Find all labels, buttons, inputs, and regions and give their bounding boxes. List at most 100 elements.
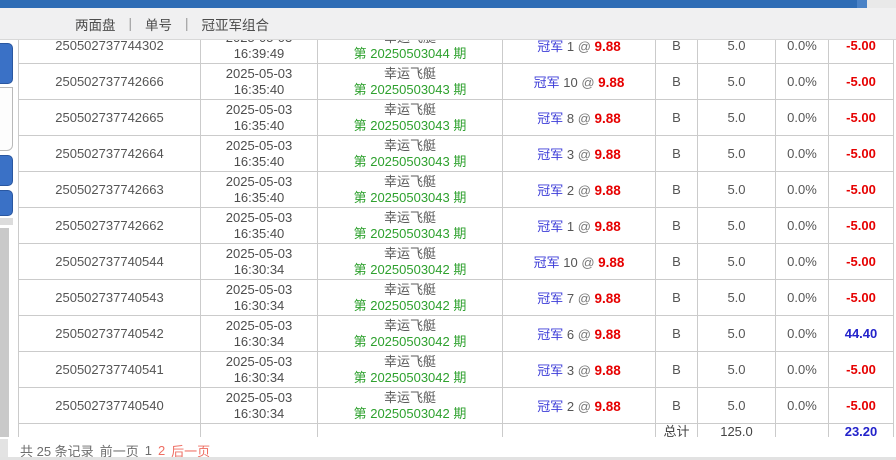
scrollbar-thumb[interactable] <box>0 228 9 437</box>
pagination-bar: 共 25 条记录 前一页 1 2 后一页 <box>20 441 210 460</box>
amount-cell: 5.0 <box>697 387 776 424</box>
bet-number: 1 <box>566 219 575 234</box>
top-accent-bar-blue <box>0 0 857 8</box>
page-2-link[interactable]: 2 <box>157 443 166 458</box>
sidebar-game-button[interactable] <box>0 43 13 84</box>
result-cell: 44.40 <box>828 315 894 352</box>
game-name: 幸运飞艇 <box>383 389 436 405</box>
bet-time: 16:30:34 <box>233 333 285 349</box>
game-cell: 幸运飞艇 第 20250503043 期 <box>317 63 503 100</box>
bet-time: 16:35:40 <box>233 117 285 133</box>
bet-number: 2 <box>566 399 575 414</box>
sidebar-divider <box>0 218 13 225</box>
bet-date: 2025-05-03 <box>225 65 293 81</box>
order-id-cell: 250502737744302 <box>18 40 201 64</box>
bet-content-cell: 冠军 2 @ 9.88 <box>502 171 656 208</box>
amount-cell: 5.0 <box>697 171 776 208</box>
bet-number: 2 <box>566 183 575 198</box>
tab-separator: | <box>128 16 133 31</box>
game-name: 幸运飞艇 <box>318 40 502 46</box>
sidebar-game-button[interactable] <box>0 155 13 186</box>
tab-champion-runnerup-combo[interactable]: 冠亚军组合 <box>201 17 270 33</box>
order-id-cell: 250502737740542 <box>18 315 201 352</box>
tab-separator: | <box>185 16 189 31</box>
amount-cell: 5.0 <box>697 207 776 244</box>
bet-type-cell: B <box>655 99 698 136</box>
percent-cell: 0.0% <box>775 315 829 352</box>
sidebar-game-button[interactable] <box>0 190 13 216</box>
game-cell: 幸运飞艇 第 20250503043 期 <box>317 135 503 172</box>
empty-cell <box>502 423 656 437</box>
percent-cell: 0.0% <box>775 99 829 136</box>
game-cell: 幸运飞艇 第 20250503042 期 <box>317 279 503 316</box>
game-name: 幸运飞艇 <box>383 65 436 81</box>
percent-cell: 0.0% <box>775 243 829 280</box>
sidebar-panel <box>0 87 13 151</box>
bet-number: 1 <box>566 40 575 54</box>
bet-time: 16:30:34 <box>233 297 285 313</box>
order-id-cell: 250502737742664 <box>18 135 201 172</box>
period-label: 第 20250503043 期 <box>353 225 467 241</box>
result-cell: -5.00 <box>828 279 894 316</box>
game-name: 幸运飞艇 <box>383 101 436 117</box>
order-id-cell: 250502737740541 <box>18 351 201 388</box>
table-row: 250502737740544 2025-05-03 16:30:34 幸运飞艇… <box>18 243 894 280</box>
bet-time: 16:35:40 <box>233 81 285 97</box>
bet-type-cell: B <box>655 315 698 352</box>
order-id-cell: 250502737740544 <box>18 243 201 280</box>
bet-position: 冠军 <box>537 363 564 378</box>
result-cell: -5.00 <box>828 387 894 424</box>
bet-date: 2025-05-03 <box>225 245 293 261</box>
bet-type-cell: B <box>655 387 698 424</box>
tab-two-sides[interactable]: 两面盘 <box>75 17 116 33</box>
game-cell: 幸运飞艇 第 20250503043 期 <box>317 207 503 244</box>
table-row: 250502737740542 2025-05-03 16:30:34 幸运飞艇… <box>18 315 894 352</box>
bet-type-cell: B <box>655 63 698 100</box>
bet-odds: 9.88 <box>594 111 621 126</box>
at-symbol: @ <box>581 255 595 270</box>
bet-content-cell: 冠军 2 @ 9.88 <box>502 387 656 424</box>
result-cell: -5.00 <box>828 63 894 100</box>
bet-content-cell: 冠军 10 @ 9.88 <box>502 243 656 280</box>
table-row: 250502737744302 2025-05-03 16:39:49 幸运飞艇… <box>18 40 894 64</box>
prev-page-link[interactable]: 前一页 <box>99 444 139 459</box>
time-cell: 2025-05-03 16:30:34 <box>200 387 318 424</box>
amount-cell: 5.0 <box>697 135 776 172</box>
bet-position: 冠军 <box>537 219 564 234</box>
at-symbol: @ <box>577 327 591 342</box>
percent-cell: 0.0% <box>775 351 829 388</box>
bet-type-cell: B <box>655 351 698 388</box>
bet-odds: 9.88 <box>594 363 621 378</box>
table-row: 250502737740541 2025-05-03 16:30:34 幸运飞艇… <box>18 351 894 388</box>
amount-cell: 5.0 <box>697 99 776 136</box>
bottom-border-strip <box>0 457 896 460</box>
bet-odds: 9.88 <box>598 255 625 270</box>
game-name: 幸运飞艇 <box>383 173 436 189</box>
bet-odds: 9.88 <box>594 291 621 306</box>
period-label: 第 20250503042 期 <box>353 297 467 313</box>
bet-position: 冠军 <box>537 327 564 342</box>
bet-position: 冠军 <box>537 291 564 306</box>
empty-cell <box>317 423 503 437</box>
bet-odds: 9.88 <box>594 399 621 414</box>
at-symbol: @ <box>577 111 591 126</box>
bet-time: 16:39:49 <box>233 45 285 61</box>
bet-type-cell: B <box>655 243 698 280</box>
tab-single-number[interactable]: 单号 <box>145 17 173 33</box>
period-label: 第 20250503042 期 <box>353 261 467 277</box>
game-cell: 幸运飞艇 第 20250503042 期 <box>317 243 503 280</box>
page-1-link[interactable]: 1 <box>144 443 152 458</box>
totals-label: 总计 <box>655 423 698 437</box>
result-cell: -5.00 <box>828 171 894 208</box>
period-label: 第 20250503043 期 <box>353 189 467 205</box>
period-label: 第 20250503043 期 <box>353 81 467 97</box>
game-name: 幸运飞艇 <box>383 281 436 297</box>
bet-content-cell: 冠军 1 @ 9.88 <box>502 40 656 64</box>
game-cell: 幸运飞艇 第 20250503044 期 <box>317 40 503 64</box>
next-page-link[interactable]: 后一页 <box>171 444 211 459</box>
bet-position: 冠军 <box>537 40 564 54</box>
bet-position: 冠军 <box>537 399 564 414</box>
period-label: 第 20250503043 期 <box>353 117 467 133</box>
time-cell: 2025-05-03 16:30:34 <box>200 351 318 388</box>
amount-cell: 5.0 <box>697 315 776 352</box>
